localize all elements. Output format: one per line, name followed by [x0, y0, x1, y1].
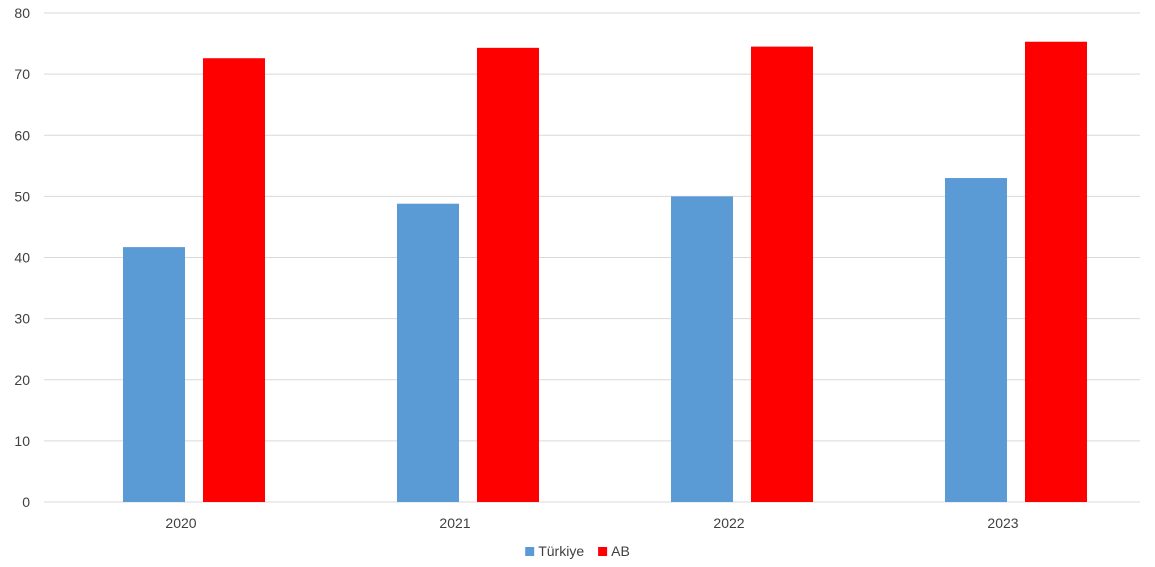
legend-item-ab: AB: [598, 543, 630, 559]
bars: [123, 41, 1087, 503]
legend-item-t-rkiye: Türkiye: [525, 543, 584, 559]
bar-ab-2023: [1025, 41, 1087, 502]
y-tick-label-30: 30: [14, 311, 30, 327]
y-axis-tick-labels: 0 10 20 30 40 50 60 70 80: [14, 5, 30, 510]
x-axis-tick-labels: 2020 2021 2022 2023: [165, 515, 1018, 531]
y-tick-label-80: 80: [14, 5, 30, 21]
legend-swatch-t-rkiye: [525, 547, 535, 556]
x-tick-label-2023: 2023: [987, 515, 1018, 531]
x-tick-label-2021: 2021: [439, 515, 470, 531]
bar-ab-2021: [477, 47, 539, 503]
y-tick-label-0: 0: [22, 494, 30, 510]
y-tick-label-50: 50: [14, 188, 30, 204]
bar-ab-2022: [751, 46, 813, 503]
x-tick-label-2020: 2020: [165, 515, 196, 531]
y-tick-label-70: 70: [14, 66, 30, 82]
legend-label-t-rkiye: Türkiye: [538, 543, 584, 559]
bar-ab-2020: [203, 58, 265, 503]
y-tick-label-60: 60: [14, 127, 30, 143]
bar-t-rkiye-2022: [671, 196, 733, 502]
y-tick-label-40: 40: [14, 250, 30, 266]
bar-t-rkiye-2020: [123, 247, 185, 502]
legend: Türkiye AB: [525, 543, 630, 559]
bar-t-rkiye-2023: [945, 178, 1007, 502]
bar-t-rkiye-2021: [397, 203, 459, 502]
legend-swatch-ab: [598, 547, 608, 556]
x-tick-label-2022: 2022: [713, 515, 744, 531]
y-tick-label-10: 10: [14, 433, 30, 449]
legend-label-ab: AB: [611, 543, 630, 559]
y-tick-label-20: 20: [14, 372, 30, 388]
